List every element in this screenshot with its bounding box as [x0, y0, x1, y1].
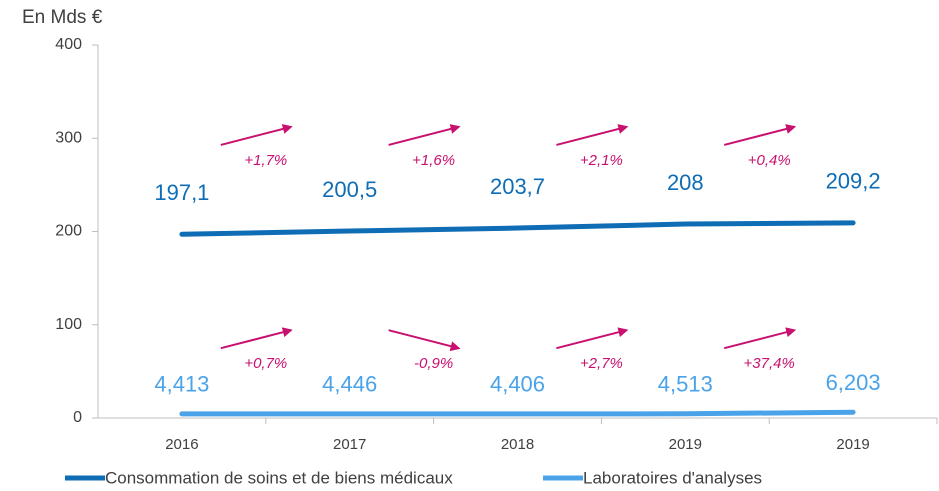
growth-label: +2,1%	[580, 152, 623, 169]
value-label: 203,7	[490, 174, 545, 199]
growth-arrow	[220, 124, 293, 146]
series-line	[179, 220, 856, 237]
value-label: 208	[667, 170, 704, 195]
legend-label: Consommation de soins et de biens médica…	[105, 468, 453, 487]
value-label: 6,203	[826, 370, 881, 395]
x-tick-label: 2017	[333, 436, 366, 453]
growth-arrow	[723, 327, 797, 350]
x-tick-label: 2019	[836, 436, 869, 453]
y-tick-label: 100	[55, 316, 82, 333]
y-tick-label: 300	[55, 129, 82, 146]
growth-label: -0,9%	[414, 355, 453, 372]
growth-label: +0,4%	[748, 152, 791, 169]
value-label: 4,446	[322, 372, 377, 397]
legend-label: Laboratoires d'analyses	[583, 468, 762, 487]
series-line	[179, 409, 856, 417]
value-label: 4,513	[658, 372, 713, 397]
growth-arrow	[723, 124, 797, 146]
y-tick-label: 0	[73, 409, 82, 426]
growth-arrow	[388, 124, 461, 146]
growth-arrow	[388, 329, 461, 352]
y-tick-label: 400	[55, 36, 82, 53]
value-label: 4,406	[490, 372, 545, 397]
x-tick-label: 2016	[165, 436, 198, 453]
growth-arrow	[556, 124, 629, 146]
growth-label: +1,7%	[244, 152, 287, 169]
growth-arrow	[556, 327, 629, 350]
value-label: 4,413	[154, 372, 209, 397]
y-axis-label: En Mds €	[22, 7, 103, 28]
growth-label: +2,7%	[580, 355, 623, 372]
growth-label: +37,4%	[744, 355, 795, 372]
value-label: 200,5	[322, 177, 377, 202]
growth-label: +1,6%	[412, 152, 455, 169]
value-label: 209,2	[826, 169, 881, 194]
y-tick-label: 200	[55, 223, 82, 240]
x-tick-label: 2019	[669, 436, 702, 453]
x-tick-label: 2018	[501, 436, 534, 453]
value-label: 197,1	[154, 180, 209, 205]
growth-label: +0,7%	[244, 355, 287, 372]
growth-arrow	[220, 327, 293, 350]
